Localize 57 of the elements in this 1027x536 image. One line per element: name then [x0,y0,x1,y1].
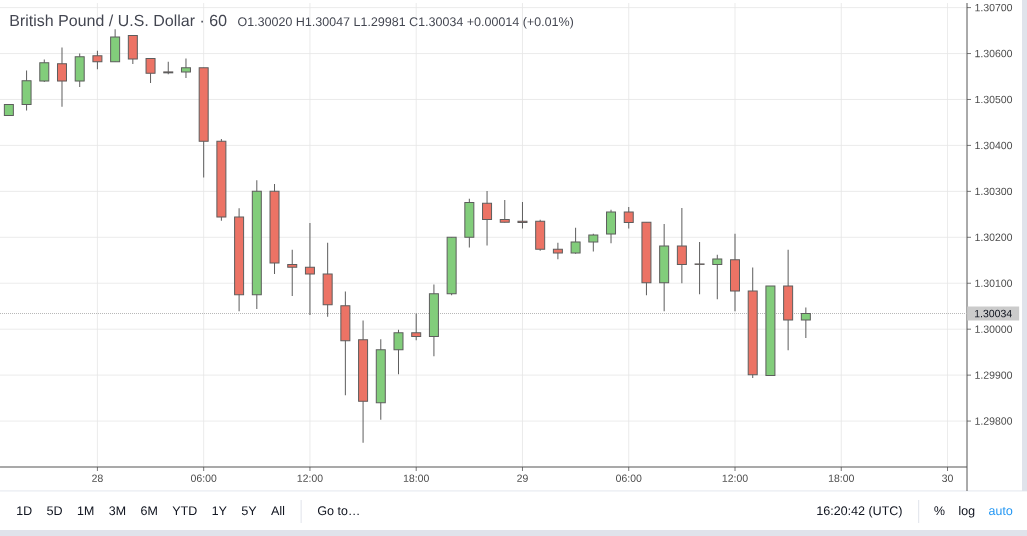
y-tick-label: 1.30100 [975,279,1013,287]
text: 5D [47,506,62,516]
text: O1.30020 H1.30047 L1.29981 C1.30034 +0.00014 (+0.01%) [238,16,574,29]
y-tick-label: 1.30400 [975,141,1013,150]
text: British Pound / U.S. Dollar · 60 [10,14,227,27]
candlestick [21,70,32,112]
text: log [959,505,975,518]
text: 16:20:42 (UTC) [817,505,902,518]
candlestick [127,35,138,65]
candlestick [623,206,634,230]
y-tick-label: 1.30000 [975,325,1013,333]
text: 5Y [241,506,257,516]
x-tick-label: 06:00 [190,474,217,482]
text: auto [989,506,1013,516]
text: 3M [109,506,126,516]
candlestick [800,307,811,339]
candlestick [482,190,493,247]
text: % [934,506,945,516]
ref-line-label: 1.30034 [975,309,1012,318]
candlestick [287,249,298,297]
y-tick-label: 1.30700 [975,3,1013,12]
candlestick [180,58,191,79]
candlestick [606,209,617,244]
candlestick [145,58,156,84]
candlestick [517,201,528,230]
candlestick [411,313,422,341]
candlestick [56,47,67,108]
y-tick-label: 1.30600 [975,49,1013,58]
text: 1M [77,506,94,516]
x-tick-label: 30 [942,474,953,482]
candlestick [694,241,705,295]
y-tick-label: 1.29800 [975,417,1013,425]
text: YTD [172,506,197,516]
x-tick-label: 28 [92,474,103,482]
y-tick-label: 1.30500 [975,95,1013,104]
x-tick-label: 29 [517,474,528,482]
candlestick [499,199,510,224]
x-tick-label: 18:00 [403,474,429,482]
y-tick-label: 1.30200 [975,233,1013,242]
candlestick [570,227,581,255]
candlestick [676,207,687,284]
candlestick [92,50,103,70]
x-tick-label: 12:00 [297,474,323,482]
candlestick [552,242,563,260]
y-tick-label: 1.29900 [975,371,1013,379]
y-tick-label: 1.30300 [975,187,1013,196]
text: 1D [17,506,32,516]
x-tick-label: 18:00 [828,474,854,482]
candlestick [393,329,404,375]
candlestick [304,222,315,316]
text: 1Y [212,506,227,516]
text: Go to… [317,506,359,516]
x-tick-label: 12:00 [722,474,748,482]
candlestick [712,254,723,300]
text: All [271,505,285,516]
x-tick-label: 06:00 [616,474,642,482]
text: 6M [141,506,157,516]
